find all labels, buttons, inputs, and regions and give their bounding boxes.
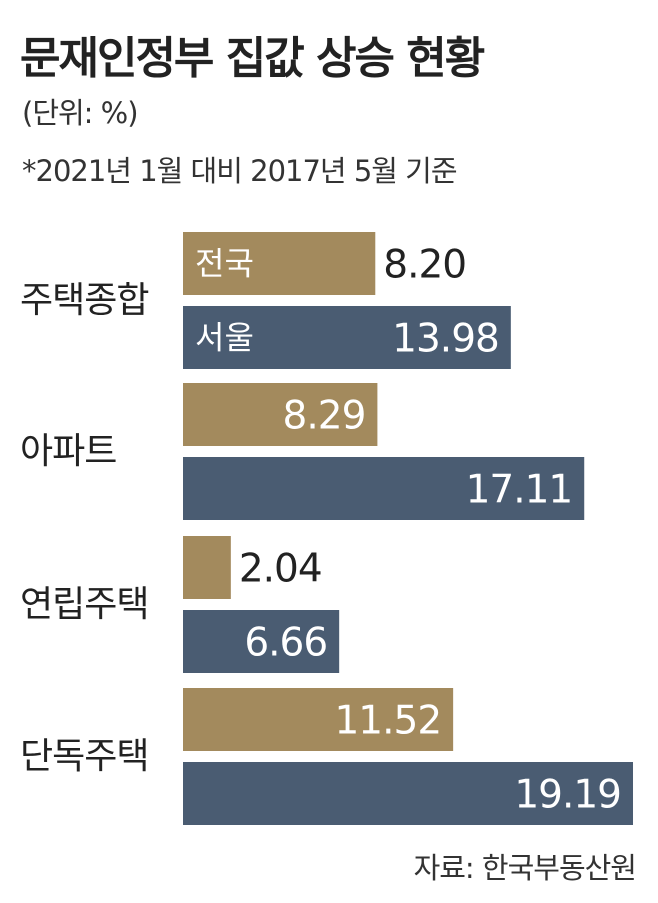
category-label: 주택종합 xyxy=(20,280,148,321)
chart-title: 문재인정부 집값 상승 현황 xyxy=(20,33,485,84)
category-label: 단독주택 xyxy=(20,736,148,777)
category-label: 아파트 xyxy=(20,431,116,472)
legend-label: 전국 xyxy=(195,245,254,283)
data-label: 17.11 xyxy=(466,468,573,513)
data-label: 8.20 xyxy=(383,243,466,288)
data-label: 8.29 xyxy=(283,394,366,439)
bar-seoul xyxy=(183,762,634,825)
bar-national xyxy=(183,383,378,446)
bar-national xyxy=(183,232,376,295)
legend-label: 서울 xyxy=(195,319,254,357)
data-label: 19.19 xyxy=(514,773,621,818)
bar-national xyxy=(183,536,231,599)
data-label: 2.04 xyxy=(239,547,322,592)
unit-label: (단위: %) xyxy=(22,96,139,130)
bar-seoul xyxy=(183,306,511,369)
bar-national xyxy=(183,688,454,751)
bar-seoul xyxy=(183,610,340,673)
data-label: 6.66 xyxy=(244,621,327,666)
footnote: *2021년 1월 대비 2017년 5월 기준 xyxy=(22,154,458,188)
source-note: 자료: 한국부동산원 xyxy=(413,851,637,885)
bar-seoul xyxy=(183,457,585,520)
data-label: 11.52 xyxy=(334,699,441,744)
category-label: 연립주택 xyxy=(20,584,148,625)
data-label: 13.98 xyxy=(392,317,499,362)
